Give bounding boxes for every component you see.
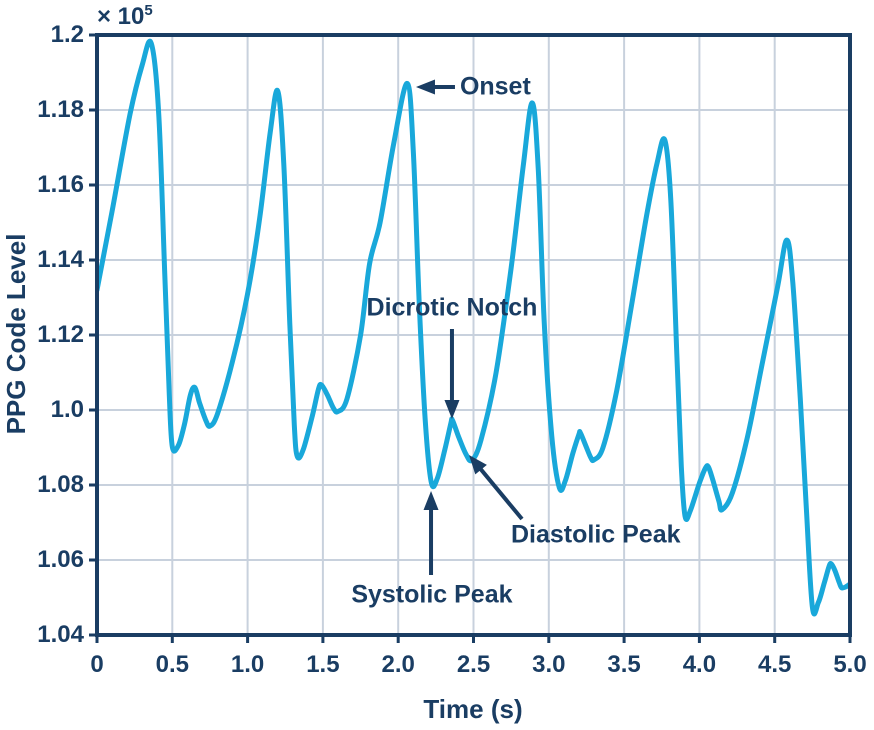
annotation-arrowhead-systolic-peak (423, 491, 439, 510)
y-axis-exponent: × 105 (97, 3, 153, 29)
annotation-label-systolic-peak: Systolic Peak (351, 580, 513, 609)
annotation-label-onset: Onset (459, 72, 531, 101)
y-tick-label: 1.2 (50, 21, 84, 48)
ppg-waveform-line (95, 38, 852, 617)
x-tick-label: 0.5 (155, 651, 189, 678)
x-tick-label: 1.0 (230, 651, 265, 678)
x-tick-label: 5.0 (833, 651, 867, 678)
x-axis-title: Time (s) (423, 694, 523, 724)
exponent-power: 5 (144, 2, 153, 19)
annotation-arrowhead-onset (415, 79, 435, 95)
x-tick-label: 3.0 (532, 651, 566, 678)
x-tick-label: 2.0 (381, 651, 415, 678)
y-tick-label: 1.06 (37, 546, 84, 573)
y-tick-label: 1.12 (37, 321, 84, 348)
plot-border (95, 33, 852, 637)
annotation-label-dicrotic-notch: Dicrotic Notch (366, 293, 538, 322)
x-tick-label: 1.5 (306, 651, 340, 678)
annotation-arrow-line-diastolic-peak (477, 466, 524, 521)
y-tick-label: 1.0 (50, 396, 84, 423)
annotation-label-diastolic-peak: Diastolic Peak (510, 520, 681, 549)
x-tick-label: 4.5 (758, 651, 792, 678)
x-tick-label: 2.5 (456, 651, 491, 678)
annotation-arrowhead-dicrotic-notch (444, 400, 460, 419)
annotation-arrows (415, 79, 524, 575)
y-tick-label: 1.04 (37, 621, 84, 648)
axis-tick-marks (89, 33, 852, 643)
gridlines (97, 35, 850, 635)
x-tick-label: 4.0 (682, 651, 717, 678)
x-tick-label: 3.5 (607, 651, 641, 678)
y-tick-label: 1.18 (37, 96, 84, 123)
annotation-arrowhead-diastolic-peak (468, 455, 487, 475)
y-tick-label: 1.16 (37, 171, 84, 198)
exponent-base: × 10 (97, 3, 145, 30)
y-tick-label: 1.14 (37, 246, 84, 273)
x-tick-label: 0 (90, 651, 104, 678)
y-tick-label: 1.08 (37, 471, 84, 498)
